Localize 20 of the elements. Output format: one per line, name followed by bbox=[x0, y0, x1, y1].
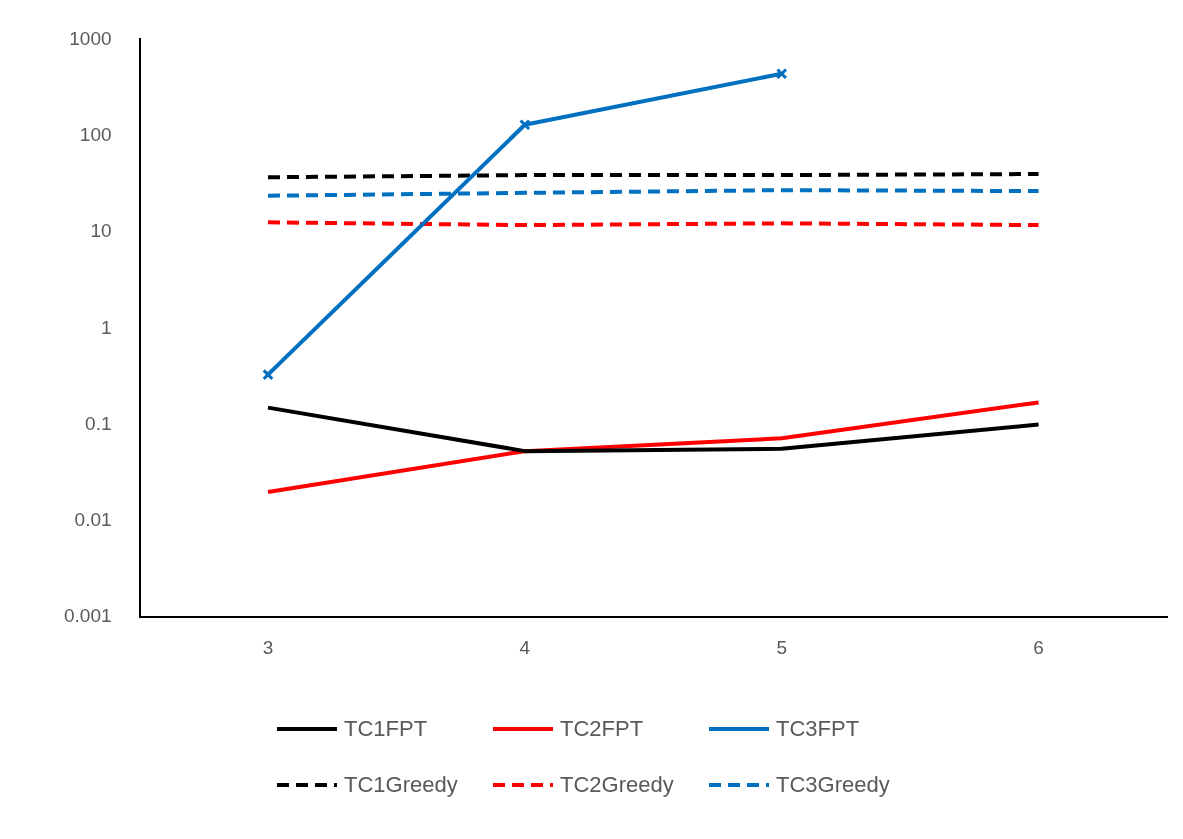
legend-label: TC3FPT bbox=[776, 716, 860, 742]
x-tick-label: 4 bbox=[519, 636, 531, 658]
point bbox=[775, 67, 788, 80]
point bbox=[519, 118, 531, 131]
y-tick-label: 100 bbox=[79, 123, 112, 145]
point bbox=[262, 368, 274, 381]
y-tick-label: 1 bbox=[100, 316, 112, 338]
y-tick-label: 1000 bbox=[69, 27, 112, 49]
y-tick-label: 10 bbox=[90, 220, 112, 242]
legend-label: TC3Greedy bbox=[776, 772, 890, 798]
y-tick-label: 0.1 bbox=[85, 412, 112, 434]
legend-label: TC1FPT bbox=[344, 716, 428, 742]
legend-label: TC2FPT bbox=[560, 716, 644, 742]
legend-label: TC2Greedy bbox=[560, 772, 674, 798]
y-tick-label: 0.001 bbox=[64, 605, 112, 627]
legend-label: TC1Greedy bbox=[344, 772, 458, 798]
y-tick-label: 0.01 bbox=[74, 509, 112, 531]
x-tick-label: 6 bbox=[1033, 636, 1044, 658]
x-tick-label: 3 bbox=[262, 636, 274, 658]
x-tick-label: 5 bbox=[776, 636, 787, 658]
